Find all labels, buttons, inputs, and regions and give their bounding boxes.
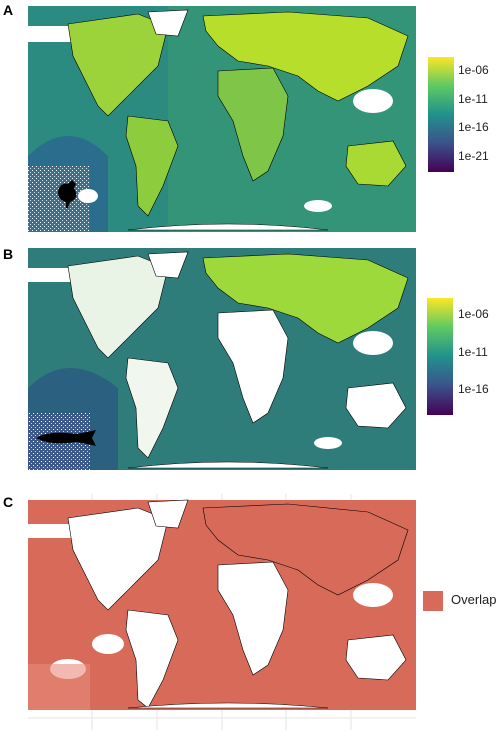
colorbar-b [427, 298, 453, 415]
salmon-icon [36, 430, 96, 446]
legend-b-tick-3: 1e-16 [458, 382, 489, 396]
australia-shape [345, 140, 407, 187]
legend-a-tick-4: 1e-21 [458, 149, 489, 163]
colorbar-a [428, 57, 454, 172]
africa-shape [217, 67, 289, 182]
panel-letter-b: B [3, 246, 14, 262]
eurasia-shape [202, 11, 409, 102]
south-america-shape [125, 115, 179, 217]
legend-a-tick-1: 1e-06 [458, 63, 489, 77]
chicken-icon [58, 180, 77, 208]
legend-b-tick-1: 1e-06 [458, 307, 489, 321]
panel-letter-a: A [3, 2, 14, 18]
map-panel-a [28, 6, 416, 232]
overlap-legend-label: Overlap [451, 592, 497, 607]
legend-a-tick-2: 1e-11 [458, 92, 488, 106]
legend-b-tick-2: 1e-11 [458, 345, 488, 359]
legend-a-tick-3: 1e-16 [458, 120, 489, 134]
panel-letter-c: C [3, 494, 14, 510]
map-panel-b [28, 248, 416, 470]
overlap-legend-key [423, 591, 443, 611]
map-panel-c [28, 494, 416, 730]
